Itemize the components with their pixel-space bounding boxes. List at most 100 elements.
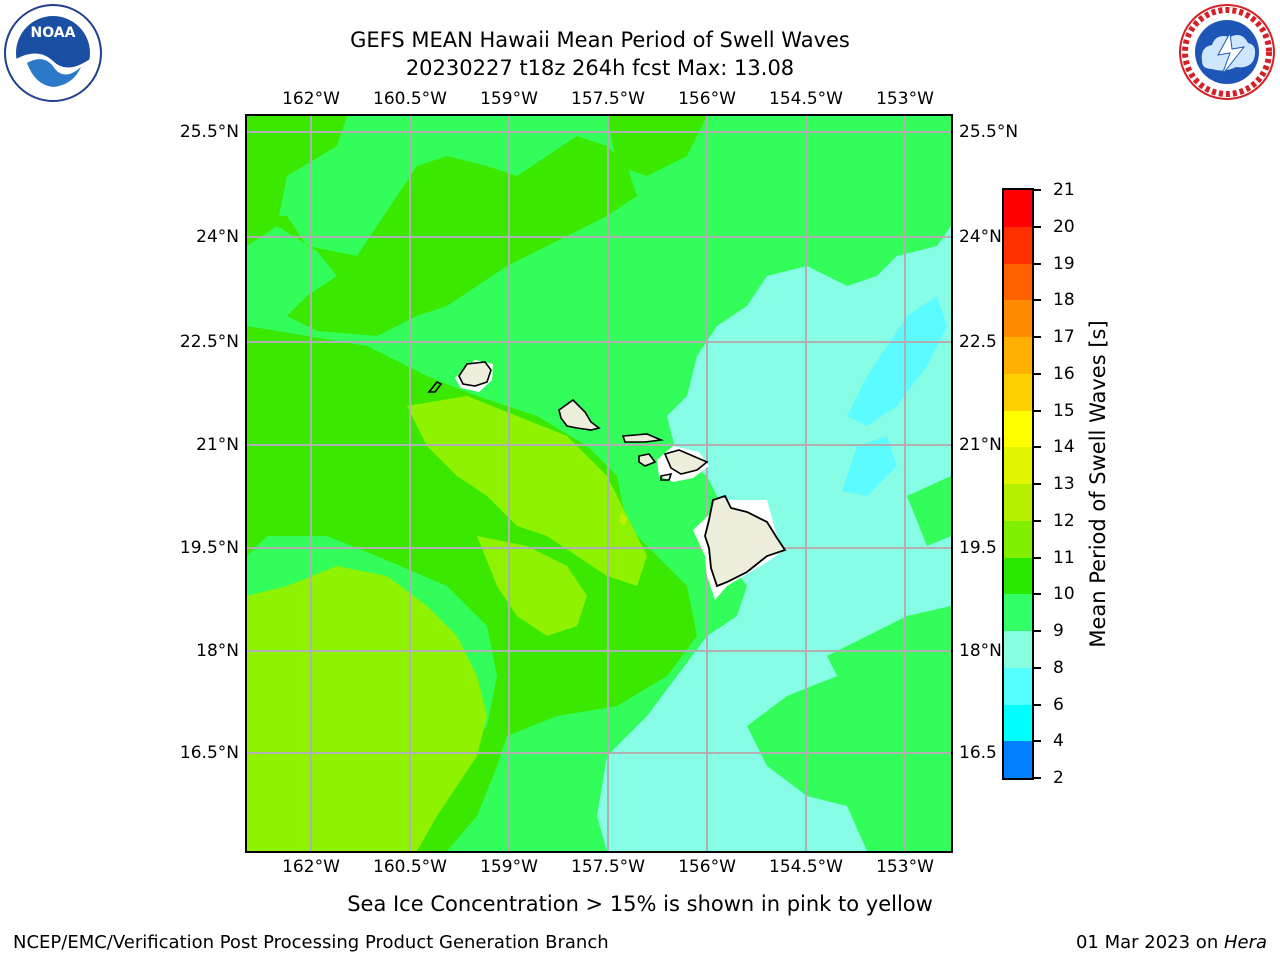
lon-tick-label: 160.5°W bbox=[373, 857, 447, 877]
colorbar-tick-label: 13 bbox=[1053, 474, 1075, 494]
colorbar bbox=[1002, 188, 1034, 780]
colorbar-tick-mark bbox=[1034, 703, 1041, 706]
colorbar-tick-mark bbox=[1034, 409, 1041, 412]
lon-tick-label: 153°W bbox=[876, 857, 934, 877]
colorbar-tick-mark bbox=[1034, 483, 1041, 485]
molokai bbox=[621, 433, 665, 443]
colorbar-tick-mark bbox=[1034, 740, 1041, 743]
sea-ice-note: Sea Ice Concentration > 15% is shown in … bbox=[347, 892, 933, 916]
colorbar-tick-mark bbox=[1034, 262, 1041, 265]
lon-tick-label: 162°W bbox=[282, 89, 340, 109]
lat-tick-label: 19.5 bbox=[959, 538, 997, 558]
colorbar-segment bbox=[1004, 594, 1032, 631]
colorbar-tick-label: 12 bbox=[1053, 510, 1075, 531]
contour-11-12-west bbox=[247, 116, 347, 236]
footer-left: NCEP/EMC/Verification Post Processing Pr… bbox=[13, 932, 609, 953]
map-subtitle: 20230227 t18z 264h fcst Max: 13.08 bbox=[405, 56, 795, 80]
colorbar-tick-label: 9 bbox=[1053, 621, 1064, 641]
noaa-logo: NOAA bbox=[3, 3, 103, 103]
islands bbox=[427, 360, 787, 600]
map-panel bbox=[245, 114, 953, 853]
nws-logo bbox=[1178, 3, 1276, 101]
colorbar-segment bbox=[1004, 741, 1032, 778]
kauai bbox=[458, 361, 492, 387]
contour-13-14 bbox=[619, 512, 627, 526]
colorbar-segment bbox=[1004, 447, 1032, 484]
colorbar-tick-label: 17 bbox=[1053, 327, 1075, 347]
colorbar-tick-label: 15 bbox=[1053, 400, 1075, 421]
colorbar-segment bbox=[1004, 667, 1032, 705]
oahu bbox=[558, 398, 601, 431]
colorbar-tick-mark bbox=[1034, 519, 1041, 522]
map-title: GEFS MEAN Hawaii Mean Period of Swell Wa… bbox=[350, 28, 850, 52]
niihau bbox=[427, 380, 443, 393]
colorbar-segment bbox=[1004, 520, 1032, 558]
colorbar-tick-mark bbox=[1034, 189, 1041, 191]
lat-tick-label: 25.5°N bbox=[179, 122, 239, 142]
colorbar-tick-mark bbox=[1034, 777, 1041, 779]
colorbar-tick-mark bbox=[1034, 593, 1041, 596]
colorbar-segment bbox=[1004, 631, 1032, 668]
colorbar-tick-mark bbox=[1034, 225, 1041, 228]
colorbar-tick-label: 11 bbox=[1053, 547, 1075, 568]
lon-tick-label: 157.5°W bbox=[571, 857, 645, 877]
contour-12-13 bbox=[247, 566, 487, 851]
lon-tick-label: 159°W bbox=[480, 857, 538, 877]
lat-tick-label: 21°N bbox=[959, 435, 1002, 455]
lat-tick-label: 22.5°N bbox=[179, 332, 239, 352]
colorbar-segment bbox=[1004, 410, 1032, 448]
colorbar-tick-label: 14 bbox=[1053, 437, 1075, 458]
contour-12-13-center bbox=[407, 396, 647, 586]
colorbar-tick-label: 18 bbox=[1053, 290, 1075, 311]
kahoolawe bbox=[660, 472, 673, 481]
colorbar-tick-mark bbox=[1034, 630, 1041, 632]
colorbar-segment bbox=[1004, 300, 1032, 337]
colorbar-tick-label: 6 bbox=[1053, 694, 1064, 715]
colorbar-tick-mark bbox=[1034, 556, 1041, 559]
contour-9-patch-a bbox=[847, 296, 947, 426]
contour-9-patch-b bbox=[842, 436, 897, 496]
lat-tick-label: 18°N bbox=[959, 641, 1002, 661]
lon-tick-label: 156°W bbox=[678, 857, 736, 877]
lat-tick-label: 16.5 bbox=[959, 743, 997, 763]
colorbar-tick-label: 4 bbox=[1053, 731, 1064, 752]
colorbar-segment bbox=[1004, 704, 1032, 742]
colorbar-tick-mark bbox=[1034, 336, 1041, 338]
colorbar-tick-label: 10 bbox=[1053, 584, 1075, 605]
lat-tick-label: 24°N bbox=[959, 227, 1002, 247]
colorbar-label: Mean Period of Swell Waves [s] bbox=[1086, 320, 1110, 648]
colorbar-segment bbox=[1004, 263, 1032, 301]
noaa-logo-text: NOAA bbox=[31, 25, 76, 41]
colorbar-segment bbox=[1004, 226, 1032, 264]
colorbar-tick-mark bbox=[1034, 372, 1041, 375]
lat-tick-label: 24°N bbox=[196, 227, 239, 247]
lat-tick-label: 18°N bbox=[196, 641, 239, 661]
lon-tick-label: 154.5°W bbox=[769, 857, 843, 877]
colorbar-tick-label: 20 bbox=[1053, 216, 1075, 237]
lon-tick-label: 154.5°W bbox=[769, 89, 843, 109]
colorbar-tick-label: 16 bbox=[1053, 363, 1075, 384]
colorbar-segment bbox=[1004, 373, 1032, 411]
colorbar-segment bbox=[1004, 557, 1032, 595]
contour-10-11-southeast bbox=[747, 676, 951, 851]
lon-tick-label: 160.5°W bbox=[373, 89, 447, 109]
lon-tick-label: 153°W bbox=[876, 89, 934, 109]
colorbar-tick-mark bbox=[1034, 666, 1041, 669]
colorbar-tick-label: 2 bbox=[1053, 768, 1064, 788]
colorbar-tick-label: 8 bbox=[1053, 657, 1064, 678]
lon-tick-label: 159°W bbox=[480, 89, 538, 109]
lat-tick-label: 22.5 bbox=[959, 332, 997, 352]
footer-host: Hera bbox=[1223, 932, 1267, 953]
colorbar-segment bbox=[1004, 484, 1032, 521]
big-island bbox=[704, 494, 787, 588]
lat-tick-label: 19.5°N bbox=[179, 538, 239, 558]
maui bbox=[663, 449, 709, 475]
lanai bbox=[638, 453, 657, 467]
colorbar-segment bbox=[1004, 190, 1032, 227]
contour-12-13-south bbox=[477, 536, 587, 636]
graticule bbox=[247, 116, 951, 851]
lon-tick-label: 162°W bbox=[282, 857, 340, 877]
colorbar-segment bbox=[1004, 337, 1032, 374]
footer-right: 01 Mar 2023 on Hera bbox=[1076, 932, 1267, 954]
lon-tick-label: 157.5°W bbox=[571, 89, 645, 109]
